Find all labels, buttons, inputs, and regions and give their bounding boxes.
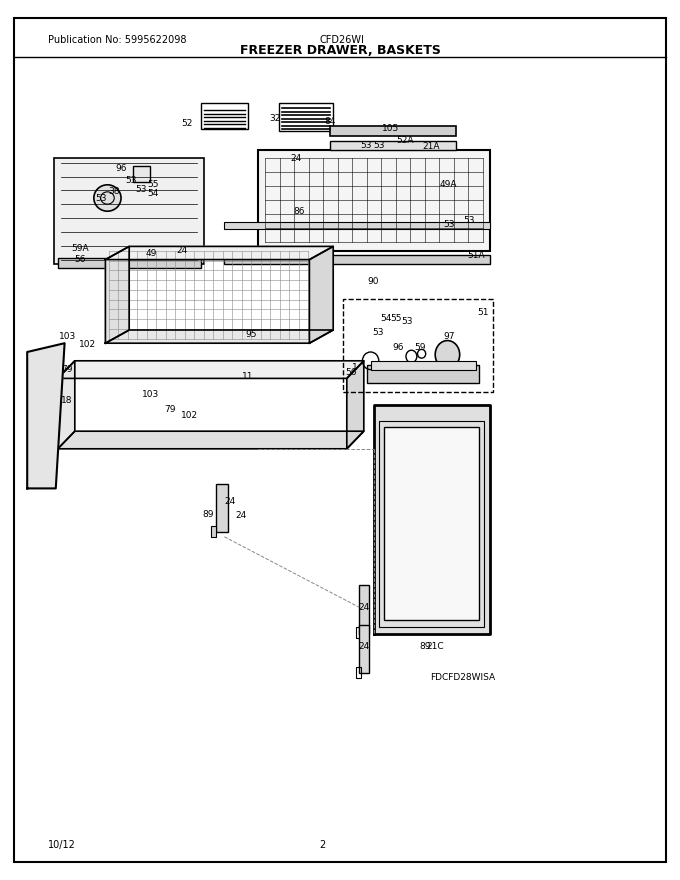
Bar [371, 361, 476, 370]
Text: 102: 102 [78, 341, 96, 349]
Text: 96: 96 [392, 343, 403, 352]
Text: 24: 24 [224, 497, 235, 506]
Text: 53: 53 [125, 176, 136, 185]
Text: 53: 53 [95, 194, 106, 202]
Text: 10/12: 10/12 [48, 840, 75, 850]
Text: 53: 53 [374, 141, 385, 150]
Ellipse shape [94, 185, 121, 211]
Polygon shape [58, 361, 364, 378]
Text: 21A: 21A [422, 143, 440, 151]
Text: 89: 89 [203, 510, 214, 519]
Text: 53: 53 [401, 317, 412, 326]
Bar [384, 427, 479, 620]
Text: 24: 24 [290, 154, 301, 163]
Text: 89: 89 [420, 642, 430, 651]
Bar [356, 667, 361, 678]
Text: FREEZER DRAWER, BASKETS: FREEZER DRAWER, BASKETS [239, 44, 441, 56]
Polygon shape [105, 330, 333, 343]
Text: 51: 51 [477, 308, 488, 317]
Bar [279, 103, 333, 131]
Text: 54: 54 [381, 314, 392, 323]
Text: FDCFD28WISA: FDCFD28WISA [430, 673, 495, 682]
Polygon shape [27, 343, 65, 488]
Polygon shape [105, 246, 333, 260]
Text: 52: 52 [182, 119, 192, 128]
Text: 53: 53 [360, 141, 371, 150]
Text: 2: 2 [320, 840, 326, 850]
Text: 103: 103 [142, 390, 160, 399]
Text: 59A: 59A [71, 244, 89, 253]
Bar [379, 421, 484, 627]
Bar [356, 627, 361, 638]
Text: 24: 24 [235, 511, 246, 520]
Text: 53: 53 [135, 185, 146, 194]
Text: 90: 90 [367, 277, 378, 286]
Text: 53: 53 [464, 216, 475, 224]
Text: 49: 49 [146, 249, 156, 258]
Text: 32: 32 [270, 114, 281, 123]
Text: 52A: 52A [396, 136, 413, 145]
Bar [201, 103, 248, 129]
Text: 56: 56 [345, 368, 356, 377]
Bar [359, 625, 369, 673]
Polygon shape [105, 246, 129, 343]
Bar [58, 258, 201, 268]
Polygon shape [58, 361, 75, 449]
Bar [54, 158, 204, 264]
Text: 102: 102 [180, 411, 198, 420]
Bar [211, 526, 216, 537]
Text: 105: 105 [382, 124, 400, 133]
Text: 103: 103 [59, 332, 77, 341]
Bar [133, 166, 150, 182]
Text: 1: 1 [352, 363, 358, 372]
Text: 18: 18 [61, 396, 72, 405]
Text: 38: 38 [109, 187, 120, 196]
Text: 56: 56 [75, 255, 86, 264]
Bar [216, 484, 228, 532]
Bar [258, 150, 490, 251]
Text: Publication No: 5995622098: Publication No: 5995622098 [48, 34, 186, 45]
Text: CFD26WI: CFD26WI [320, 34, 364, 45]
Bar [224, 222, 490, 229]
Ellipse shape [435, 341, 460, 369]
Polygon shape [58, 431, 364, 449]
Text: 96: 96 [116, 165, 126, 173]
Polygon shape [309, 246, 333, 343]
Text: 86: 86 [294, 207, 305, 216]
Text: 24: 24 [177, 246, 188, 255]
Text: 59: 59 [414, 343, 425, 352]
Polygon shape [347, 361, 364, 449]
Bar [330, 126, 456, 136]
Bar [343, 299, 493, 392]
Text: 84: 84 [324, 117, 335, 126]
Bar [359, 585, 369, 634]
Text: 79: 79 [61, 365, 72, 374]
Polygon shape [374, 405, 490, 634]
Text: 55: 55 [148, 180, 158, 189]
Text: 21C: 21C [426, 642, 444, 651]
Text: 24: 24 [358, 642, 369, 651]
Bar [224, 255, 490, 264]
Text: 49A: 49A [440, 180, 458, 189]
Text: 24: 24 [358, 603, 369, 612]
Bar [367, 365, 479, 383]
Text: 55: 55 [390, 314, 401, 323]
Text: 54: 54 [148, 189, 158, 198]
Bar [330, 141, 456, 150]
Text: 95: 95 [246, 330, 257, 339]
Text: 51A: 51A [467, 251, 485, 260]
Text: 11: 11 [243, 372, 254, 381]
Text: 97: 97 [443, 332, 454, 341]
Text: 53: 53 [373, 328, 384, 337]
Text: 79: 79 [165, 405, 175, 414]
Text: 53: 53 [443, 220, 454, 229]
